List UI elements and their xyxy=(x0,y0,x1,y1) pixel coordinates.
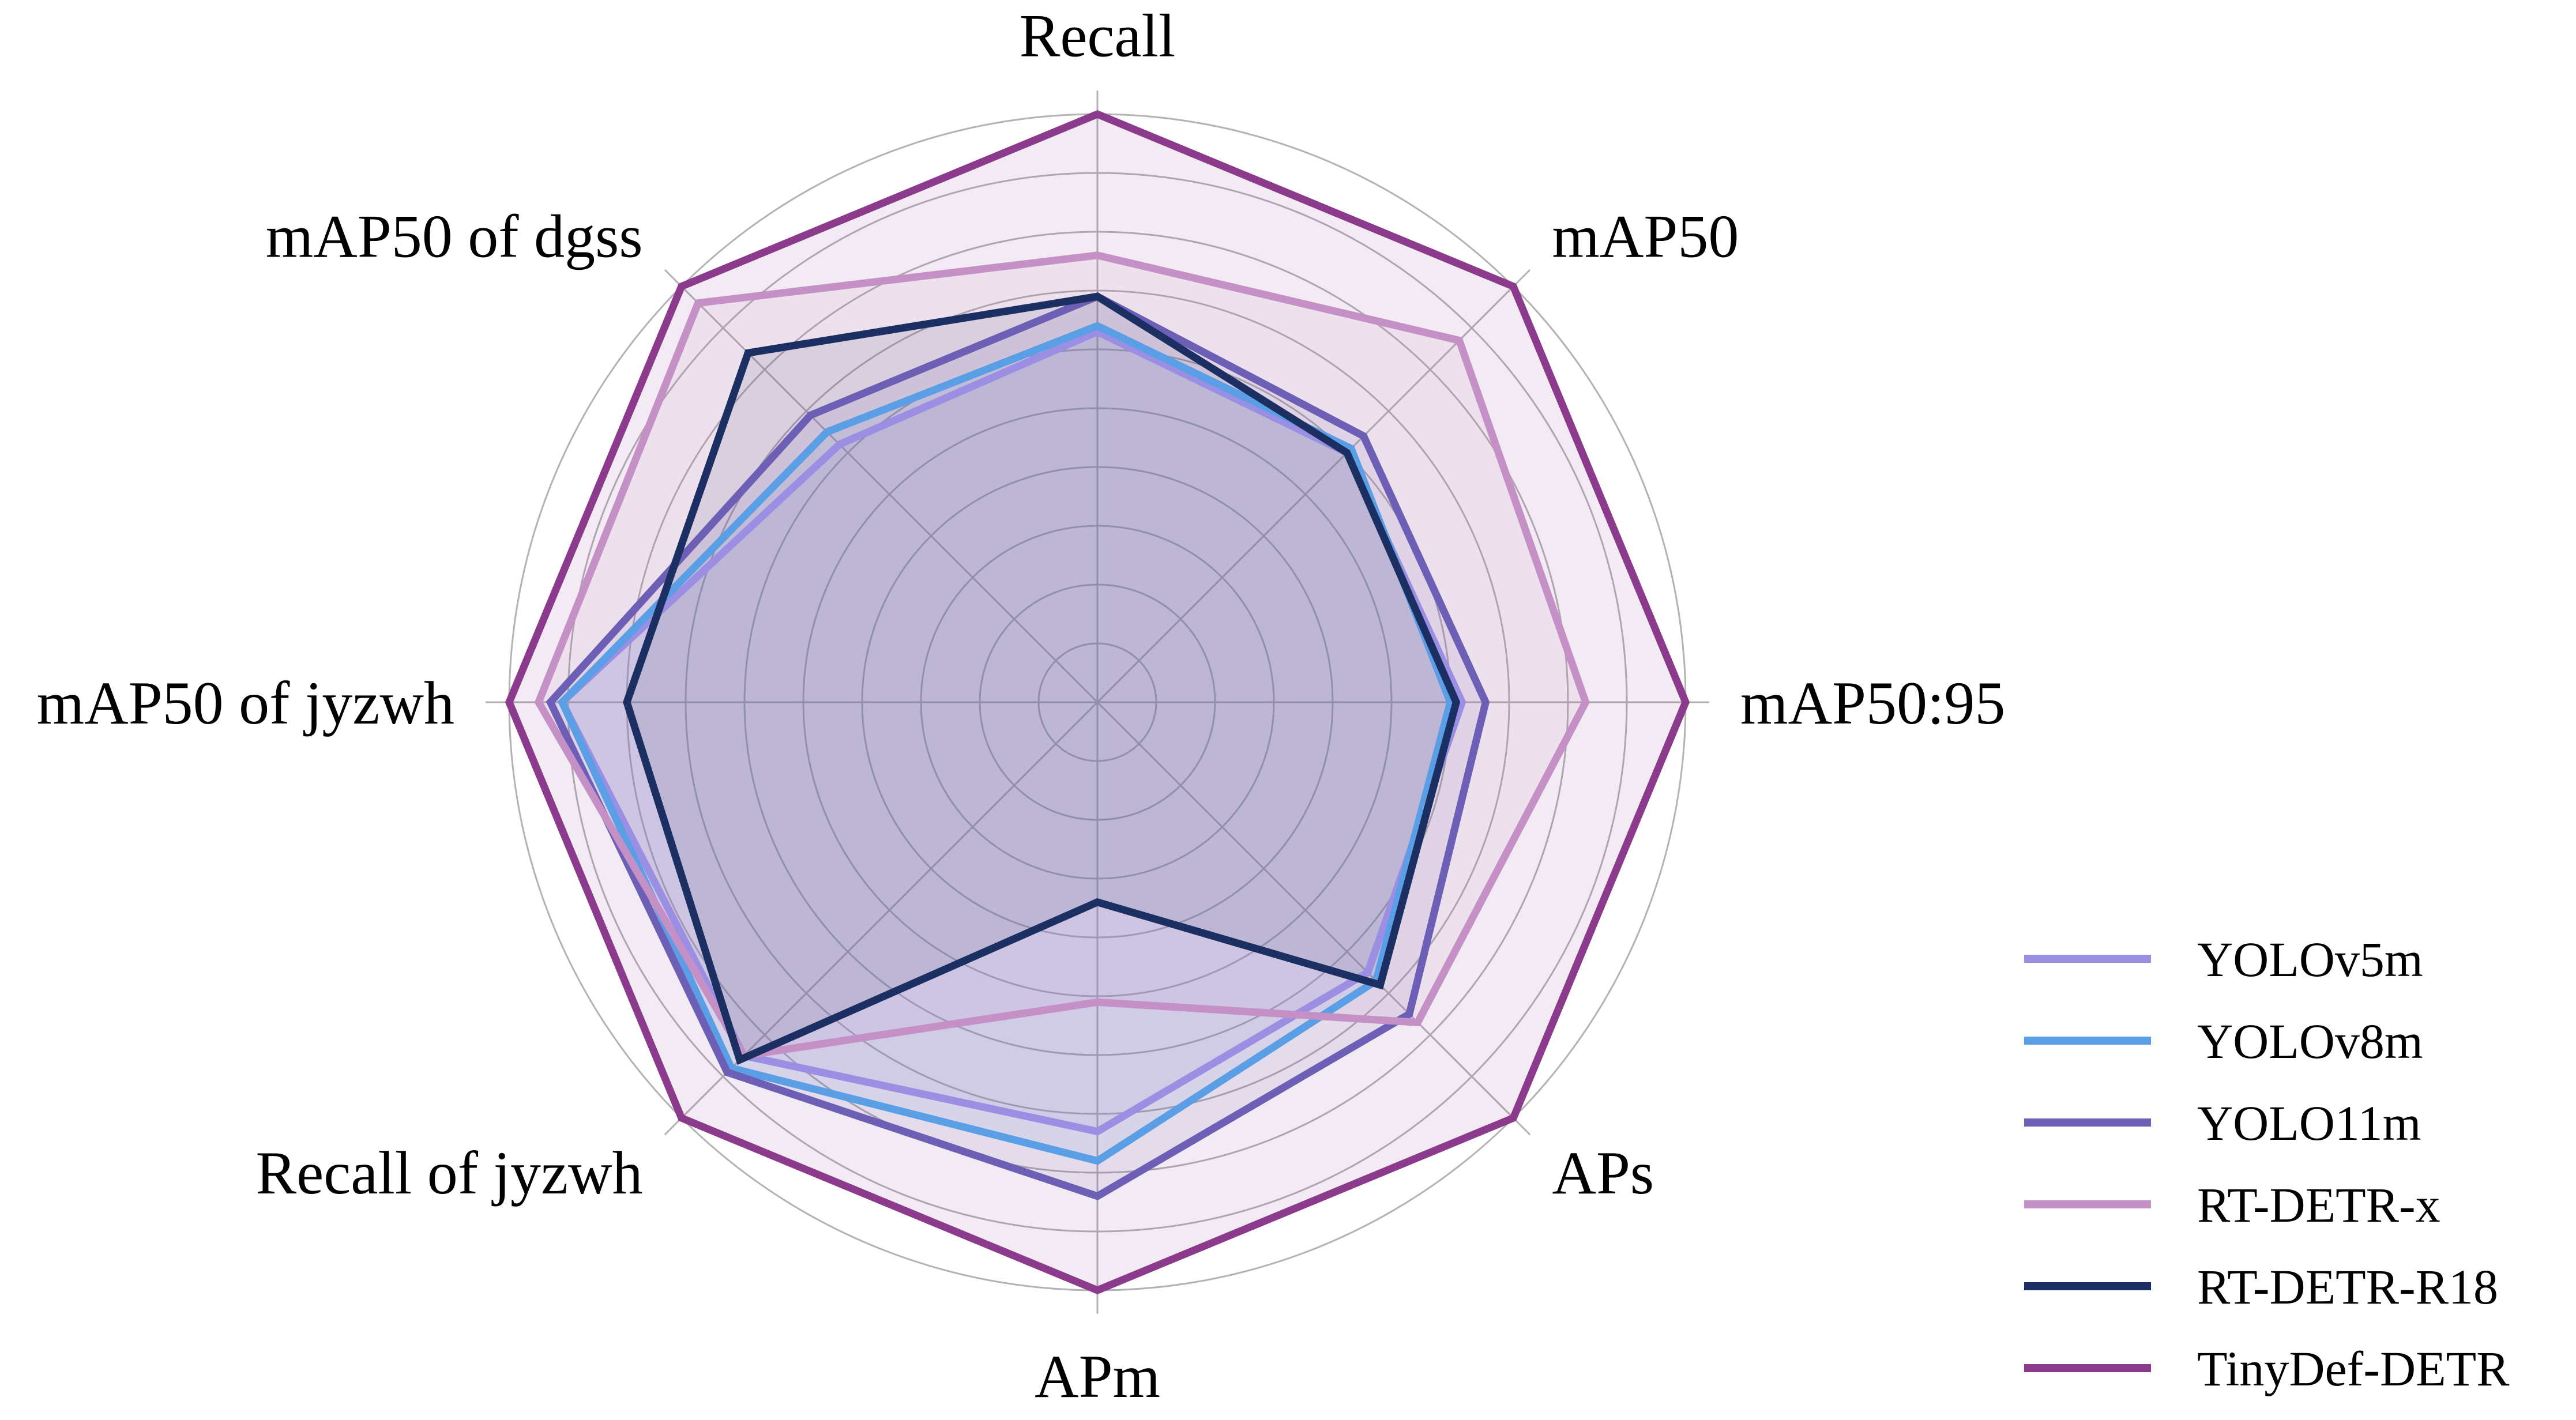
axis-label-map50-of-jyzwh: mAP50 of jyzwh xyxy=(37,669,454,737)
series-fill-yolov5m xyxy=(562,332,1462,1132)
legend-label-yolo11m: YOLO11m xyxy=(2197,1095,2421,1151)
series-line-rt-detr-r18 xyxy=(623,292,1461,1065)
axis-label-apm: APm xyxy=(1035,1343,1160,1410)
axis-label-map50-of-dgss: mAP50 of dgss xyxy=(266,203,643,270)
legend: YOLOv5m YOLOv8m YOLO11m RT-DETR-x RT-DETR-R1… xyxy=(2024,932,2510,1396)
axis-label-recall-of-jyzwh: Recall of jyzwh xyxy=(256,1139,643,1207)
series-line-yolo11m xyxy=(546,292,1490,1200)
legend-label-rt-detr-x: RT-DETR-x xyxy=(2197,1177,2440,1233)
series-lines xyxy=(505,110,1690,1295)
series-fill-yolo11m xyxy=(550,296,1486,1196)
axis-label-aps: APs xyxy=(1552,1139,1654,1207)
grid-spoke xyxy=(664,269,1099,703)
axis-label-recall: Recall xyxy=(1020,2,1176,70)
legend-label-yolov5m: YOLOv5m xyxy=(2197,932,2423,987)
series-fill-rt-detr-r18 xyxy=(627,296,1457,1060)
legend-label-tinydef-detr: TinyDef-DETR xyxy=(2197,1341,2510,1396)
axis-labels: Recall mAP50 mAP50:95 APs APm Recall of jyzwh… xyxy=(37,2,2006,1410)
grid-spoke xyxy=(1096,701,1531,1136)
series-fills xyxy=(509,114,1686,1290)
legend-label-yolov8m: YOLOv8m xyxy=(2197,1014,2423,1069)
axis-label-map50-95: mAP50:95 xyxy=(1740,669,2005,737)
axis-label-map50: mAP50 xyxy=(1552,203,1739,270)
legend-label-rt-detr-r18: RT-DETR-R18 xyxy=(2197,1259,2498,1314)
series-line-tinydef-detr xyxy=(505,110,1690,1295)
series-line-rt-detr-x xyxy=(534,251,1590,1060)
series-fill-tinydef-detr xyxy=(509,114,1686,1290)
series-fill-yolov8m xyxy=(562,326,1450,1161)
